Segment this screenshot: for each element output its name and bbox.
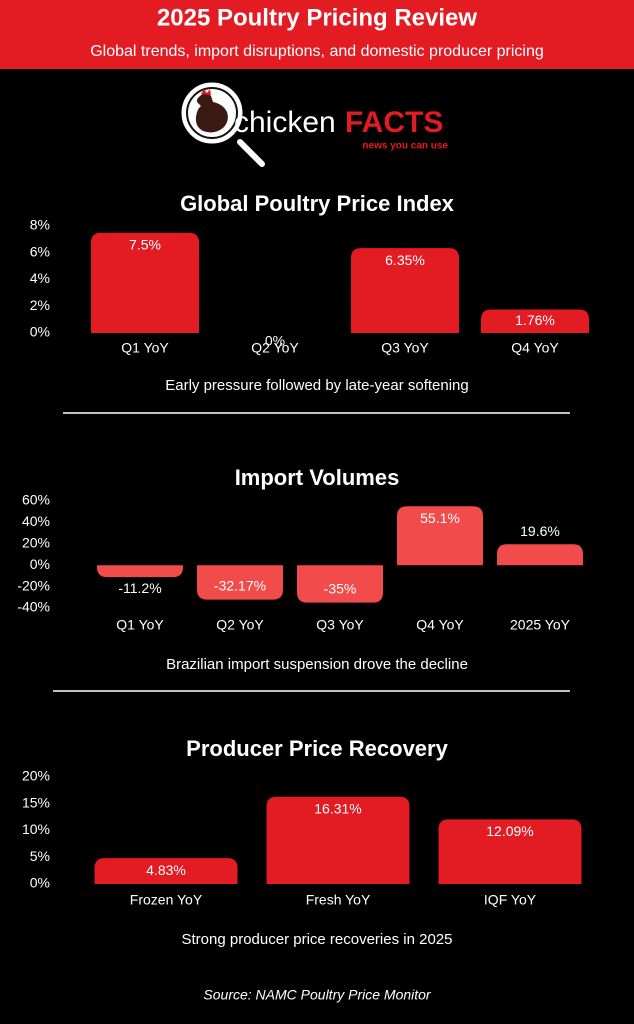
x-tick-label: Q3 YoY bbox=[316, 617, 364, 633]
value-label: 0% bbox=[265, 333, 285, 349]
y-tick-label: 8% bbox=[30, 217, 50, 233]
x-tick-label: Q2 YoY bbox=[251, 340, 299, 356]
y-tick-label: 20% bbox=[22, 535, 50, 551]
value-label: 19.6% bbox=[520, 523, 560, 539]
bar bbox=[297, 565, 383, 603]
logo-tagline: news you can use bbox=[362, 141, 448, 152]
bar bbox=[351, 248, 459, 333]
y-tick-label: 40% bbox=[22, 513, 50, 529]
bar bbox=[497, 544, 583, 566]
x-tick-label: IQF YoY bbox=[484, 892, 537, 908]
chart-caption: Strong producer price recoveries in 2025 bbox=[182, 931, 453, 948]
chart-caption: Brazilian import suspension drove the de… bbox=[166, 656, 468, 673]
value-label: -32.17% bbox=[214, 577, 266, 593]
y-tick-label: 4% bbox=[30, 270, 50, 286]
logo-comb bbox=[201, 89, 211, 95]
x-tick-label: Q4 YoY bbox=[511, 340, 559, 356]
logo-handle bbox=[237, 139, 265, 167]
chart-title: Import Volumes bbox=[235, 465, 400, 490]
value-label: -11.2% bbox=[118, 580, 161, 596]
y-tick-label: 0% bbox=[30, 556, 50, 572]
value-label: 4.83% bbox=[146, 862, 186, 878]
x-tick-label: 2025 YoY bbox=[510, 617, 571, 633]
page-subtitle: Global trends, import disruptions, and d… bbox=[90, 43, 544, 60]
value-label: -35% bbox=[324, 580, 357, 596]
bar bbox=[97, 565, 183, 578]
value-label: 1.76% bbox=[515, 312, 555, 328]
header-band bbox=[0, 0, 634, 69]
value-label: 16.31% bbox=[314, 800, 361, 816]
bar bbox=[266, 796, 410, 884]
y-tick-label: 60% bbox=[22, 492, 50, 508]
logo-highlight: FACTS bbox=[345, 106, 443, 139]
x-tick-label: Q2 YoY bbox=[216, 617, 264, 633]
logo: chicken FACTS news you can use bbox=[181, 82, 448, 167]
bar bbox=[397, 506, 483, 566]
y-tick-label: 2% bbox=[30, 297, 50, 313]
x-tick-label: Fresh YoY bbox=[306, 892, 371, 908]
bar bbox=[481, 309, 589, 333]
y-tick-label: -20% bbox=[17, 577, 50, 593]
y-tick-label: 0% bbox=[30, 324, 50, 340]
y-tick-label: 20% bbox=[22, 768, 50, 784]
x-tick-label: Q4 YoY bbox=[416, 617, 464, 633]
value-label: 12.09% bbox=[486, 823, 533, 839]
y-tick-label: 0% bbox=[30, 875, 50, 891]
chart-title: Global Poultry Price Index bbox=[180, 191, 455, 216]
x-tick-label: Frozen YoY bbox=[130, 892, 203, 908]
y-tick-label: -40% bbox=[17, 599, 50, 615]
logo-word: chicken bbox=[234, 106, 336, 139]
x-tick-label: Q3 YoY bbox=[381, 340, 429, 356]
x-tick-label: Q1 YoY bbox=[121, 340, 169, 356]
value-label: 55.1% bbox=[420, 510, 460, 526]
bar bbox=[197, 565, 283, 600]
chart-title: Producer Price Recovery bbox=[186, 736, 448, 761]
value-label: 6.35% bbox=[385, 252, 425, 268]
y-tick-label: 5% bbox=[30, 848, 50, 864]
y-tick-label: 6% bbox=[30, 243, 50, 259]
page-title: 2025 Poultry Pricing Review bbox=[157, 4, 477, 31]
bar bbox=[91, 232, 199, 333]
source: Source: NAMC Poultry Price Monitor bbox=[203, 987, 432, 1003]
bar bbox=[94, 858, 238, 884]
chart-caption: Early pressure followed by late-year sof… bbox=[165, 377, 469, 394]
value-label: 7.5% bbox=[129, 236, 161, 252]
y-tick-label: 10% bbox=[22, 821, 50, 837]
bar bbox=[438, 819, 582, 884]
y-tick-label: 15% bbox=[22, 794, 50, 810]
logo-chicken bbox=[195, 93, 228, 133]
x-tick-label: Q1 YoY bbox=[116, 617, 164, 633]
